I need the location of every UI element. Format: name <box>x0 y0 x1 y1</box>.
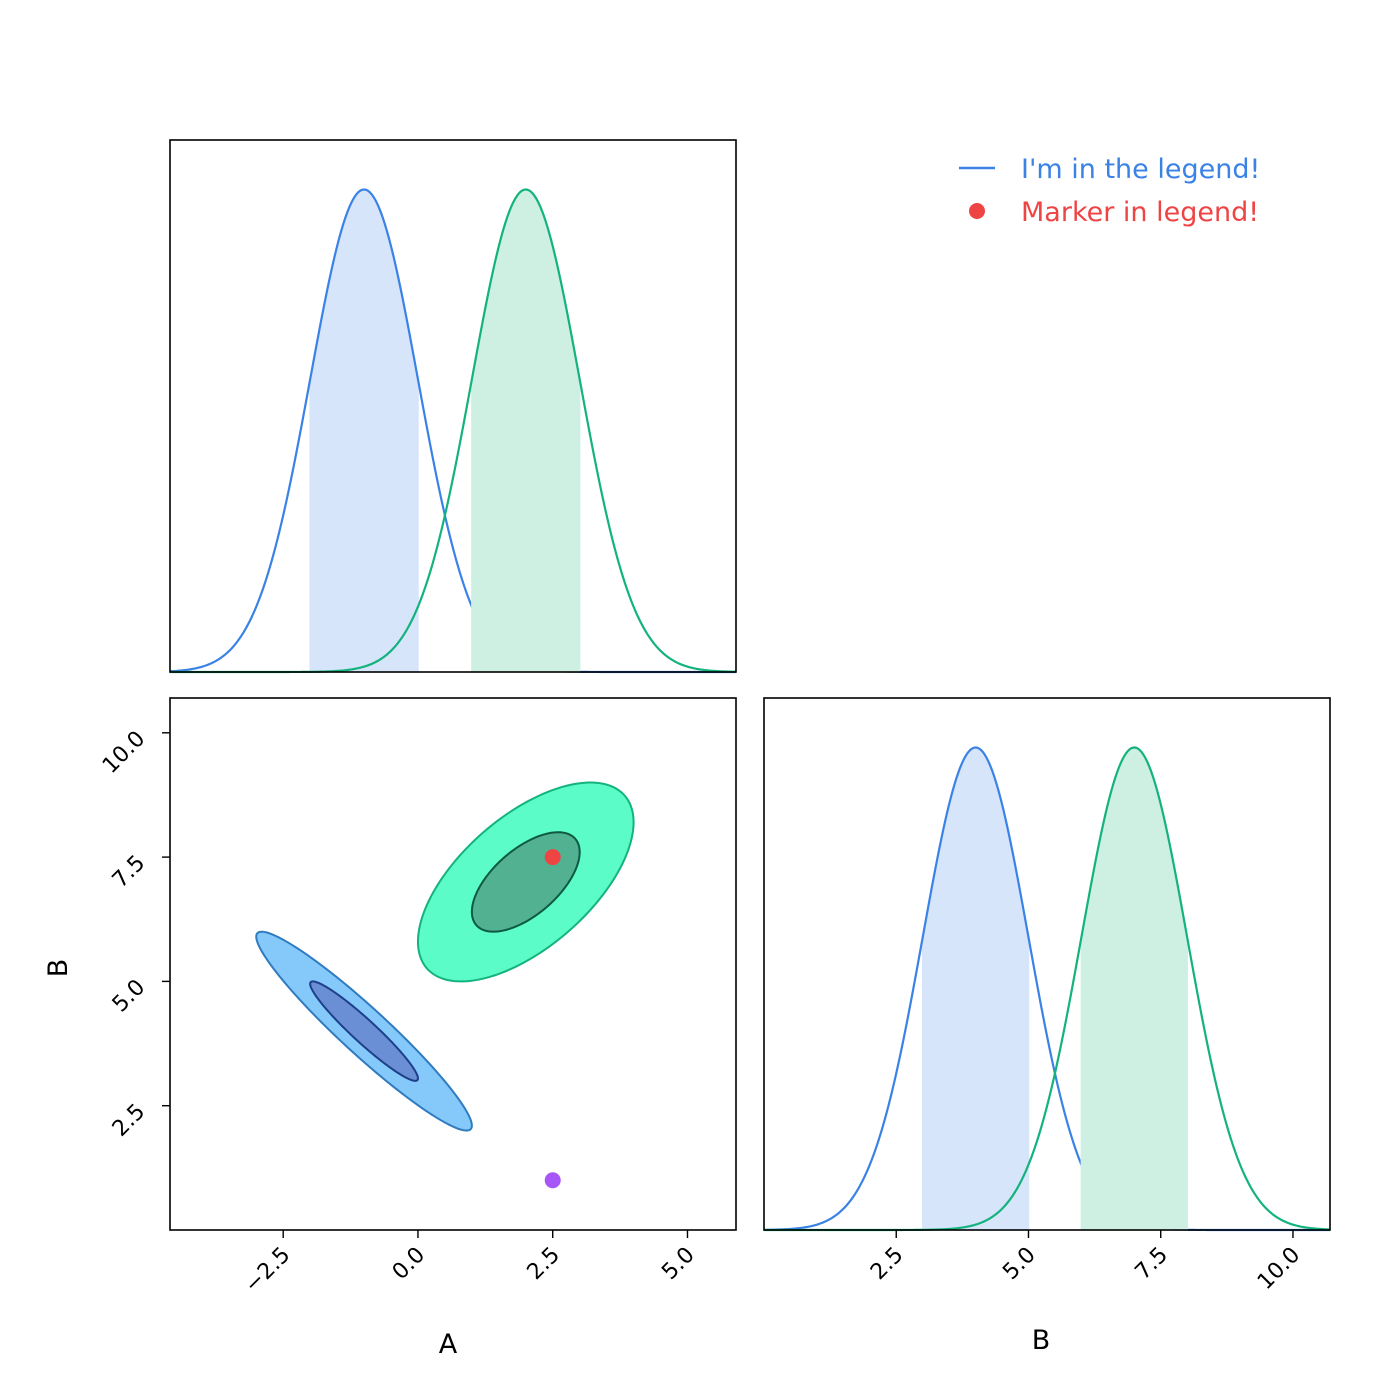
legend-entry-line: I'm in the legend! <box>1021 154 1260 185</box>
truth-point-1 <box>544 1172 561 1189</box>
truth-point-0 <box>544 849 561 866</box>
joint-ytick-label: 7.5 <box>108 851 150 893</box>
legend-entry-marker: Marker in legend! <box>1021 197 1259 228</box>
marginal-b-xtick-label: 10.0 <box>1253 1243 1305 1295</box>
joint-x-axis-label: A <box>439 1329 458 1360</box>
joint-ytick-label: 2.5 <box>108 1099 150 1141</box>
marginal-interval-area-0 <box>309 188 419 673</box>
joint-xtick-label: −2.5 <box>240 1243 295 1298</box>
marginal-b-panel: 2.5 5.0 7.5 10.0 B <box>763 697 1331 1356</box>
marginal-b-xtick-label: 7.5 <box>1131 1243 1173 1285</box>
joint-xtick-label: 0.0 <box>388 1243 430 1285</box>
joint-a-b-panel: −2.5 0.0 2.5 5.0 2.5 5.0 7.5 10.0 A B <box>43 697 737 1360</box>
marginal-b-xtick-label: 2.5 <box>866 1243 908 1285</box>
marginal-interval-area-0 <box>921 746 1030 1231</box>
joint-ytick-label: 5.0 <box>108 975 150 1017</box>
marginal-b-x-axis-label: B <box>1032 1325 1051 1356</box>
marginal-interval-area-1 <box>1080 746 1188 1231</box>
legend-marker-swatch <box>969 203 985 219</box>
joint-xtick-label: 5.0 <box>657 1243 699 1285</box>
joint-ytick-label: 10.0 <box>98 726 150 778</box>
joint-y-axis-label: B <box>43 959 74 978</box>
contour-0-level-1 <box>309 980 419 1082</box>
marginal-curve-1 <box>170 188 737 674</box>
marginal-curve-1 <box>764 746 1331 1232</box>
joint-xtick-label: 2.5 <box>523 1243 565 1285</box>
marginal-a-panel <box>169 139 737 674</box>
joint-a-b-frame <box>169 697 737 1231</box>
marginal-a-frame <box>169 139 737 673</box>
marginal-b-xtick-label: 5.0 <box>998 1243 1040 1285</box>
marginal-curve-0 <box>763 746 1330 1232</box>
marginal-b-frame <box>763 697 1331 1231</box>
marginal-interval-area-1 <box>471 188 581 673</box>
legend: I'm in the legend! Marker in legend! <box>959 154 1260 228</box>
marginal-curve-0 <box>169 188 736 674</box>
